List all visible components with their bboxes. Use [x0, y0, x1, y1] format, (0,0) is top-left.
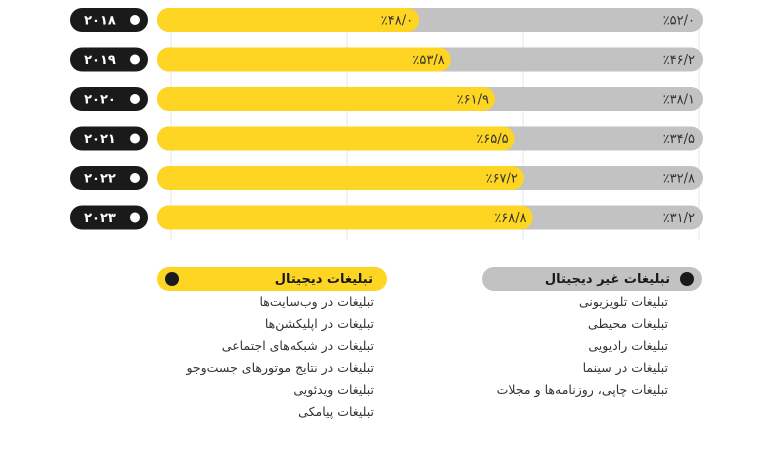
legend-digital-item: تبلیغات در اپلیکشن‌ها	[264, 316, 374, 331]
legend-digital-item: تبلیغات در وب‌سایت‌ها	[259, 294, 374, 309]
legend-digital-dot-icon	[165, 272, 179, 286]
digital-value-label: ٪۶۱/۹	[457, 93, 489, 108]
legend-nondigital-dot-icon	[680, 272, 694, 286]
year-pill	[70, 205, 148, 230]
year-pill-dot-icon	[130, 173, 140, 183]
digital-value-label: ٪۴۸/۰	[381, 14, 413, 29]
legend-digital-item: تبلیغات ویدئویی	[293, 382, 374, 397]
bar-digital	[157, 166, 524, 190]
nondigital-value-label: ٪۵۲/۰	[663, 14, 695, 29]
year-pill-dot-icon	[130, 54, 140, 65]
legend-nondigital-item: تبلیغات تلویزیونی	[578, 294, 668, 309]
legend-digital-item: تبلیغات در نتایج موتورهای جست‌وجو	[186, 360, 374, 375]
bar-digital	[157, 205, 533, 230]
digital-value-label: ٪۵۳/۸	[412, 53, 444, 68]
legend-digital-items: تبلیغات در وب‌سایت‌ها تبلیغات در اپلیکشن…	[186, 291, 374, 423]
year-label: ۲۰۲۳	[84, 211, 116, 226]
year-label: ۲۰۱۸	[84, 14, 116, 29]
year-pill-dot-icon	[130, 133, 140, 144]
year-pill-dot-icon	[130, 212, 140, 223]
bar-digital	[157, 8, 420, 32]
legend-nondigital-title: تبلیغات غیر دیجیتال	[544, 271, 670, 287]
year-pill-dot-icon	[130, 94, 140, 104]
nondigital-value-label: ٪۳۸/۱	[663, 93, 695, 108]
year-pill-dot-icon	[130, 15, 140, 25]
legend-nondigital-item: تبلیغات محیطی	[588, 316, 668, 331]
digital-value-label: ٪۶۵/۵	[476, 132, 508, 147]
legend-digital-item: تبلیغات پیامکی	[298, 404, 374, 419]
stacked-bar-chart: ۲۰۱۸ ٪۴۸/۰ ٪۵۲/۰ ۲۰۱۹ ٪۵۳/۸ ٪۴۶/۲ ۲۰۲۰ ٪۶۱/۹ ٪۳۸…	[70, 8, 703, 240]
year-pill	[70, 8, 148, 32]
nondigital-value-label: ٪۳۲/۸	[663, 172, 695, 187]
year-label: ۲۰۲۲	[84, 172, 116, 187]
legend-nondigital-items: تبلیغات تلویزیونی تبلیغات محیطی تبلیغات …	[497, 291, 668, 401]
legend-nondigital-item: تبلیغات در سینما	[582, 360, 668, 375]
legend-nondigital-item: تبلیغات چاپی، روزنامه‌ها و مجلات	[496, 382, 668, 397]
bar-digital	[157, 47, 451, 72]
legend-digital-title: تبلیغات دیجیتال	[274, 271, 373, 287]
legend-nondigital: تبلیغات غیر دیجیتال	[482, 267, 702, 291]
bar-digital	[157, 126, 515, 151]
bar-digital	[157, 87, 495, 111]
nondigital-value-label: ٪۳۱/۲	[663, 211, 695, 226]
year-label: ۲۰۲۱	[84, 132, 116, 147]
year-label: ۲۰۱۹	[84, 53, 116, 68]
nondigital-value-label: ٪۴۶/۲	[663, 53, 695, 68]
year-pill	[70, 87, 148, 111]
year-pill	[70, 47, 148, 72]
digital-value-label: ٪۶۸/۸	[494, 211, 526, 226]
year-label: ۲۰۲۰	[84, 93, 116, 108]
legend-nondigital-item: تبلیغات رادیویی	[588, 338, 668, 353]
legend-digital: تبلیغات دیجیتال	[157, 267, 387, 291]
nondigital-value-label: ٪۳۴/۵	[663, 132, 695, 147]
year-pill	[70, 166, 148, 190]
year-pill	[70, 126, 148, 151]
legend-digital-item: تبلیغات در شبکه‌های اجتماعی	[221, 338, 374, 353]
digital-value-label: ٪۶۷/۲	[486, 172, 518, 187]
